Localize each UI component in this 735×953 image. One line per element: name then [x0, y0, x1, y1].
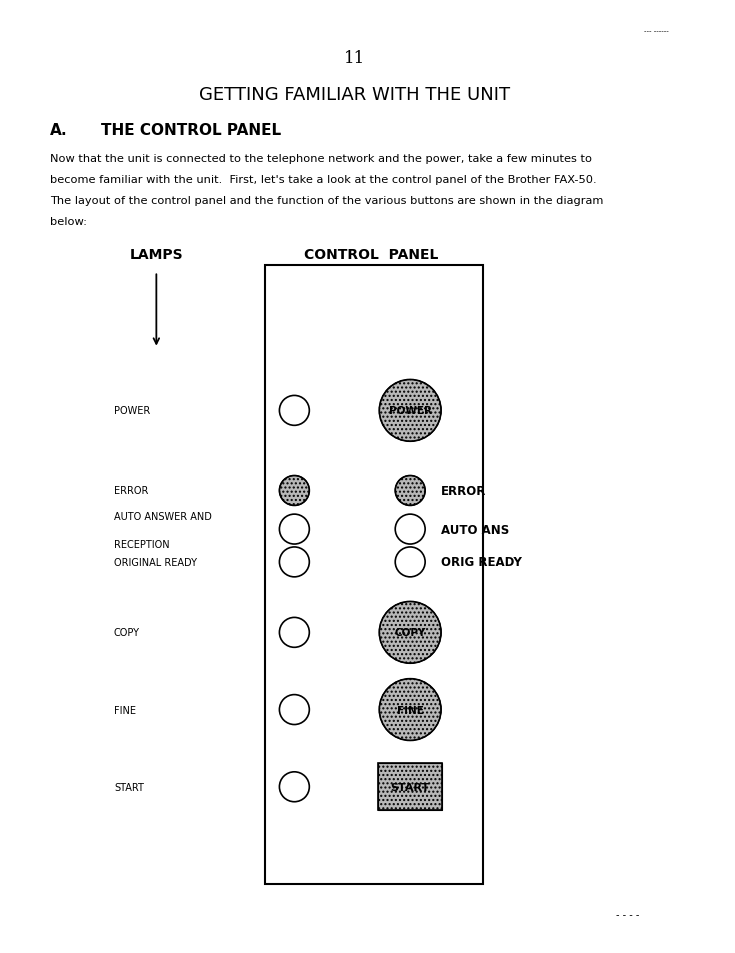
Text: --- ------: --- ------ — [644, 29, 669, 34]
Text: ORIGINAL READY: ORIGINAL READY — [114, 558, 197, 567]
Text: FINE: FINE — [114, 705, 136, 715]
Text: THE CONTROL PANEL: THE CONTROL PANEL — [101, 123, 282, 137]
Text: Now that the unit is connected to the telephone network and the power, take a fe: Now that the unit is connected to the te… — [50, 153, 592, 164]
Text: POWER: POWER — [389, 406, 431, 416]
Text: ORIG READY: ORIG READY — [441, 556, 522, 569]
Circle shape — [279, 772, 309, 801]
Text: - - - -: - - - - — [616, 909, 639, 919]
Text: AUTO ANSWER AND: AUTO ANSWER AND — [114, 512, 212, 522]
Circle shape — [395, 547, 425, 578]
Text: A.: A. — [50, 123, 68, 137]
Circle shape — [279, 396, 309, 426]
Text: COPY: COPY — [395, 628, 426, 638]
Text: FINE: FINE — [397, 705, 423, 715]
Circle shape — [279, 547, 309, 578]
Text: GETTING FAMILIAR WITH THE UNIT: GETTING FAMILIAR WITH THE UNIT — [199, 86, 510, 104]
Circle shape — [279, 515, 309, 544]
Circle shape — [395, 476, 425, 506]
Circle shape — [279, 618, 309, 648]
Circle shape — [395, 515, 425, 544]
FancyBboxPatch shape — [379, 763, 442, 811]
Circle shape — [279, 695, 309, 725]
Circle shape — [379, 602, 441, 663]
Text: LAMPS: LAMPS — [129, 248, 183, 262]
Text: COPY: COPY — [114, 628, 140, 638]
Text: START: START — [114, 782, 144, 792]
Text: become familiar with the unit.  First, let's take a look at the control panel of: become familiar with the unit. First, le… — [50, 174, 597, 185]
Circle shape — [379, 380, 441, 442]
FancyBboxPatch shape — [265, 265, 483, 884]
Text: below:: below: — [50, 217, 87, 227]
Text: START: START — [390, 782, 430, 792]
Circle shape — [279, 476, 309, 506]
Text: AUTO ANS: AUTO ANS — [441, 523, 509, 536]
Text: RECEPTION: RECEPTION — [114, 539, 170, 549]
Text: CONTROL  PANEL: CONTROL PANEL — [304, 248, 439, 262]
Text: 11: 11 — [344, 51, 365, 68]
Text: POWER: POWER — [114, 406, 150, 416]
Text: ERROR: ERROR — [441, 484, 487, 497]
Text: ERROR: ERROR — [114, 486, 148, 496]
Circle shape — [379, 679, 441, 740]
Text: The layout of the control panel and the function of the various buttons are show: The layout of the control panel and the … — [50, 196, 603, 206]
